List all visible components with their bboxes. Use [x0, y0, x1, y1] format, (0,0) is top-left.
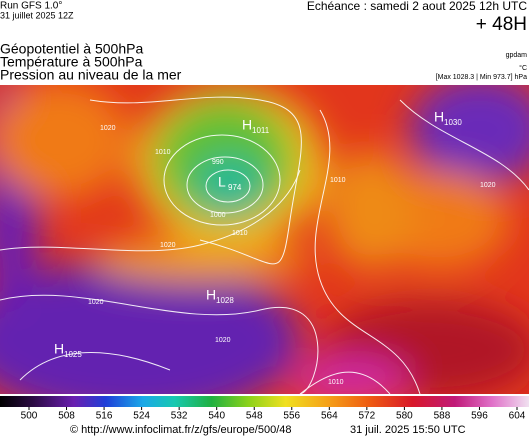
center-value: 1025: [64, 350, 82, 359]
isobar-label: 1020: [100, 125, 116, 132]
unit: [Max 1028.3 | Min 973.7] hPa: [436, 74, 527, 81]
center-symbol: H: [206, 287, 216, 303]
center-symbol: H: [242, 117, 252, 133]
center-symbol: L: [218, 174, 226, 190]
echeance: Echéance : samedi 2 aout 2025 12h UTC: [307, 0, 527, 13]
isobar-label: 990: [212, 159, 224, 166]
colorbar-label: 516: [96, 411, 113, 422]
center-symbol: H: [54, 341, 64, 357]
colorbar-label: 572: [359, 411, 376, 422]
isobar-label: 1010: [155, 149, 171, 156]
footer-source: © http://www.infoclimat.fr/z/gfs/europe/…: [70, 424, 292, 436]
colorbar-label: 508: [58, 411, 75, 422]
colorbar-label: 596: [471, 411, 488, 422]
colorbar-label: 500: [21, 411, 38, 422]
colorbar-label: 604: [509, 411, 526, 422]
colorbar-label: 524: [133, 411, 150, 422]
isobars: [0, 96, 529, 394]
map-field: [0, 85, 529, 394]
unit: gpdam: [506, 52, 528, 59]
colorbar-label: 564: [321, 411, 338, 422]
colorbar-label: 588: [434, 411, 451, 422]
colorbar-label: 580: [396, 411, 413, 422]
center-value: 1011: [252, 126, 270, 135]
isobar-label: 1020: [480, 182, 496, 189]
run-date: 31 juillet 2025 12Z: [0, 10, 74, 20]
unit: °C: [519, 64, 527, 72]
isobar-label: 1010: [330, 177, 346, 184]
layer-label: Pression au niveau de la mer: [0, 67, 182, 83]
layer-label: Géopotentiel à 500hPa: [0, 41, 143, 57]
isobar-label: 1010: [328, 379, 344, 386]
colorbar-label: 532: [171, 411, 188, 422]
isobar-label: 1020: [215, 337, 231, 344]
colorbar-label: 556: [283, 411, 300, 422]
colorbar-label: 548: [246, 411, 263, 422]
run: Run GFS 1.0°: [0, 1, 62, 12]
center-value: 974: [228, 183, 242, 192]
layer-label: Température à 500hPa: [0, 54, 143, 70]
isobar-label: 1000: [210, 212, 226, 219]
isobar-label: 1010: [232, 230, 248, 237]
isobar-label: 1020: [88, 299, 104, 306]
footer-time: 31 juil. 2025 15:50 UTC: [350, 424, 466, 436]
center-symbol: H: [434, 109, 444, 125]
lead-time: + 48H: [476, 14, 527, 35]
center-value: 1030: [444, 118, 462, 127]
center-value: 1028: [216, 296, 234, 305]
colorbar-label: 540: [208, 411, 225, 422]
isobar-label: 1020: [160, 242, 176, 249]
colorbar: [0, 396, 529, 407]
